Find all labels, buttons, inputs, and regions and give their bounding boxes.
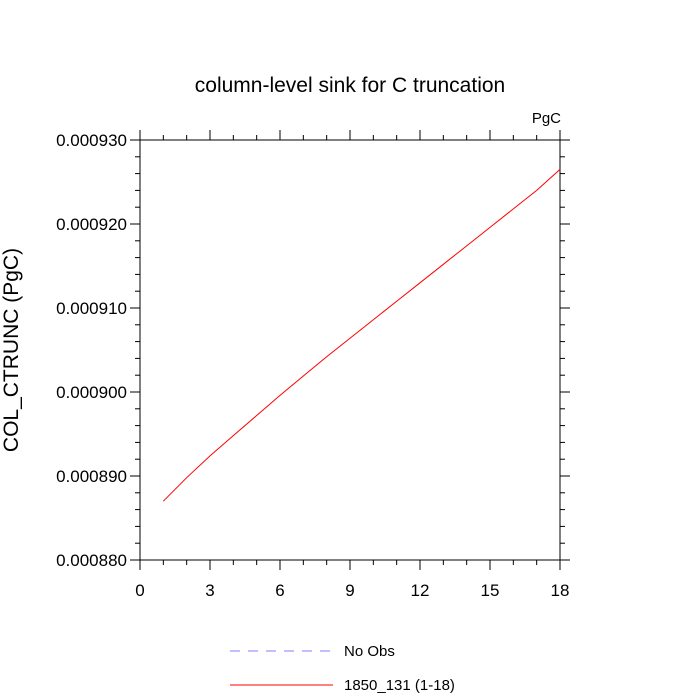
x-tick-label: 6 xyxy=(275,581,284,600)
x-tick-label: 9 xyxy=(345,581,354,600)
plot-area: 0 3 6 9 12 15 18 0.000880 0.000890 0.000900 0.0009… xyxy=(56,130,570,600)
legend-label: No Obs xyxy=(344,643,395,660)
x-tick-label: 0 xyxy=(135,581,144,600)
y-tick-label: 0.000880 xyxy=(56,551,127,570)
x-tick-label: 3 xyxy=(205,581,214,600)
x-tick-label: 18 xyxy=(551,581,570,600)
plot-frame xyxy=(139,139,561,561)
units-label: PgC xyxy=(532,110,561,127)
x-tick-label: 12 xyxy=(411,581,430,600)
chart-title: column-level sink for C truncation xyxy=(195,74,505,97)
y-tick-label: 0.000900 xyxy=(56,383,127,402)
y-axis-label: COL_CTRUNC (PgC) xyxy=(0,248,23,452)
series-line xyxy=(162,169,561,502)
legend-label: 1850_131 (1-18) xyxy=(344,677,455,694)
y-tick-label: 0.000910 xyxy=(56,299,127,318)
x-tick-label: 15 xyxy=(481,581,500,600)
y-tick-label: 0.000920 xyxy=(56,215,127,234)
legend: No Obs 1850_131 (1-18) xyxy=(230,643,455,694)
y-tick-label: 0.000890 xyxy=(56,467,127,486)
y-tick-label: 0.000930 xyxy=(56,131,127,150)
